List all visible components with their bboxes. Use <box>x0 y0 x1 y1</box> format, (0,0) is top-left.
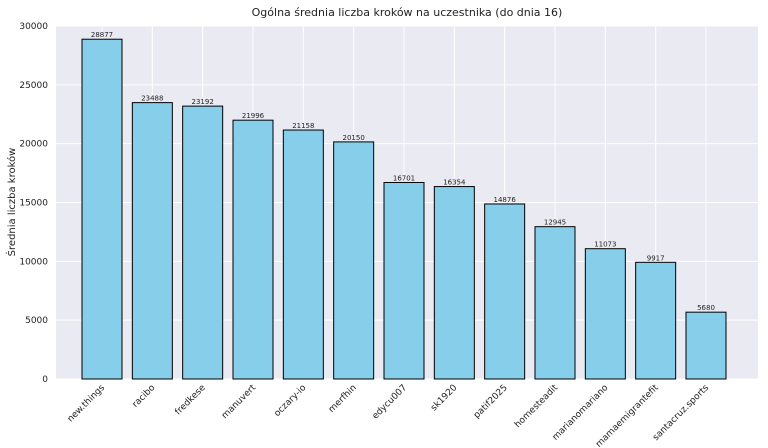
x-tick-label: homesteadit <box>513 383 560 430</box>
bar-manuvert <box>232 119 274 380</box>
data-label: 21996 <box>242 112 265 120</box>
data-label: 11073 <box>594 241 616 249</box>
y-tick-label: 15000 <box>19 199 48 209</box>
bar-marianomariano <box>584 248 626 380</box>
y-tick-label: 10000 <box>19 257 48 267</box>
x-tick-label: merfhin <box>327 383 359 415</box>
bar-santacruz.sports <box>685 311 727 380</box>
x-tick-label: edycu007 <box>371 383 409 421</box>
x-tick-label: racibo <box>131 383 158 410</box>
chart-title: Ogólna średnia liczba kroków na uczestni… <box>252 6 563 19</box>
bar-homesteadit <box>534 226 576 380</box>
y-ticks: 0 5000 10000 15000 20000 25000 30000 <box>19 22 48 385</box>
bar-new.things <box>81 38 123 380</box>
y-tick-label: 20000 <box>19 140 48 150</box>
y-tick-label: 0 <box>42 375 48 385</box>
data-label: 16701 <box>393 174 415 182</box>
x-tick-label: manuvert <box>220 383 258 421</box>
data-label: 23488 <box>141 95 163 103</box>
y-tick-label: 25000 <box>19 81 48 91</box>
data-label: 16354 <box>443 179 466 187</box>
data-label: 28877 <box>91 31 113 39</box>
data-label: 12945 <box>544 219 566 227</box>
x-ticks: new.things racibo fredkese manuvert oczary-i… <box>66 383 712 448</box>
x-tick-label: fredkese <box>173 383 208 418</box>
data-label: 9917 <box>647 254 665 262</box>
bar-patif2025 <box>484 203 526 380</box>
x-tick-label: santacruz.sports <box>651 383 711 443</box>
x-tick-label: oczary-io <box>273 383 309 419</box>
bar-merfhin <box>333 141 375 380</box>
y-tick-label: 30000 <box>19 22 48 32</box>
labels-layer: 28877 23488 23192 21996 21158 20150 16701 16354… <box>91 31 715 312</box>
bars-layer <box>81 38 727 380</box>
bar-sk1920 <box>433 186 475 380</box>
data-label: 23192 <box>192 98 214 106</box>
y-axis-label: Średnia liczba kroków <box>5 148 18 257</box>
data-label: 14876 <box>494 196 517 204</box>
y-tick-label: 5000 <box>25 316 48 326</box>
x-tick-label: sk1920 <box>429 383 459 413</box>
data-label: 21158 <box>292 122 314 130</box>
bar-mamaemigrantefit <box>635 261 677 380</box>
bar-edycu007 <box>383 181 425 380</box>
bar-oczary-io <box>282 129 324 380</box>
x-tick-label: new.things <box>66 383 108 425</box>
data-label: 20150 <box>343 134 365 142</box>
x-tick-label: patif2025 <box>472 383 510 421</box>
data-label: 5680 <box>697 304 715 312</box>
bar-fredkese <box>182 105 224 380</box>
bar-racibo <box>131 102 173 380</box>
